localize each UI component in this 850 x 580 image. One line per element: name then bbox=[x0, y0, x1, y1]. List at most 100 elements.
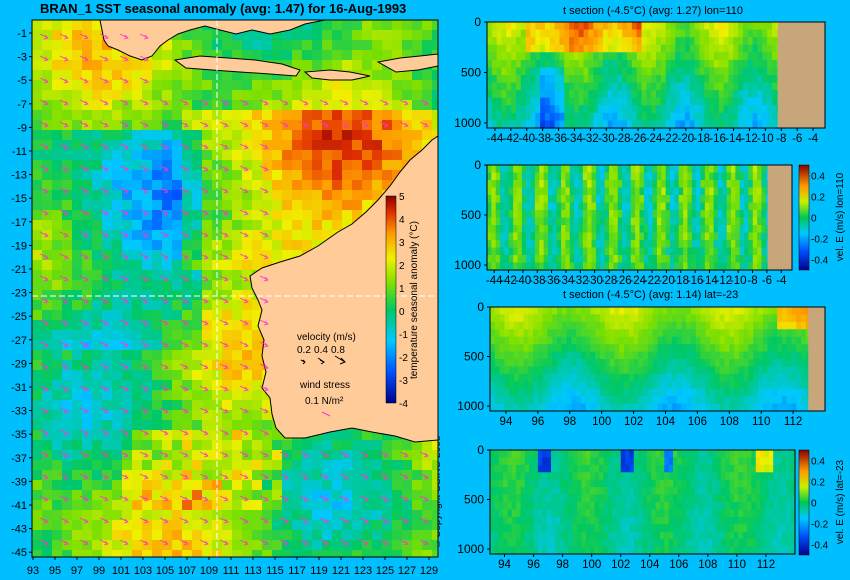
map-lat-tick: -5 bbox=[17, 75, 27, 87]
vel-colorbar-tick: 0 bbox=[811, 214, 817, 225]
depth-tick: 500 bbox=[461, 65, 481, 79]
sst-map-panel: -1-3-5-7-9-11-13-15-17-19-21-23-25-27-29… bbox=[11, 19, 439, 577]
lesser-sunda-land bbox=[303, 69, 371, 81]
section-x-tick: -4 bbox=[776, 275, 787, 287]
velocity-scale-0.4: 0.4 bbox=[314, 345, 328, 356]
vel-e-lat-colorbar-ticks: 0.4 0.2 0 -0.2 -0.4 bbox=[811, 457, 829, 552]
section-x-tick: -34 bbox=[558, 275, 575, 287]
section-x-tick: -26 bbox=[615, 275, 632, 287]
vel-colorbar-tick: 0.2 bbox=[811, 193, 825, 204]
section-x-tick: 112 bbox=[757, 559, 775, 571]
map-lon-tick: 105 bbox=[156, 565, 174, 577]
section-x-tick: -30 bbox=[598, 133, 615, 145]
temperature-colorbar-tick: 0 bbox=[399, 307, 405, 318]
section-x-tick: -24 bbox=[629, 275, 646, 287]
map-lon-tick: 97 bbox=[71, 565, 83, 577]
panel-title-t-section-lat: t section (-4.5°C) (avg: 1.14) lat=-23 bbox=[563, 289, 739, 301]
section-x-tick: -32 bbox=[572, 275, 589, 287]
temperature-colorbar-tick: 1 bbox=[399, 284, 405, 295]
map-lat-tick: -41 bbox=[11, 500, 27, 512]
depth-tick: 500 bbox=[464, 493, 484, 507]
section-x-tick: 100 bbox=[592, 416, 611, 428]
map-lat-tick: -29 bbox=[11, 358, 27, 370]
velocity-legend-title: velocity (m/s) bbox=[297, 332, 356, 343]
seafloor-mask bbox=[808, 307, 825, 411]
depth-tick: 0 bbox=[474, 15, 481, 29]
map-lon-tick: 127 bbox=[398, 565, 416, 577]
depth-tick: 1000 bbox=[454, 116, 481, 130]
map-lat-tick: -39 bbox=[11, 476, 27, 488]
vel-colorbar-tick: -0.4 bbox=[811, 541, 829, 552]
section-x-tick: -40 bbox=[515, 275, 532, 287]
section-x-tick: 112 bbox=[784, 416, 802, 428]
temperature-colorbar-label: temperature seasonal anomaly (°C) bbox=[409, 221, 420, 379]
section-x-tick: 106 bbox=[669, 559, 688, 571]
map-lon-tick: 129 bbox=[420, 565, 438, 577]
velocity-legend-arrows bbox=[300, 355, 346, 365]
section-x-tick: 102 bbox=[611, 559, 630, 571]
section-x-tick: -44 bbox=[486, 275, 503, 287]
vel-e-lat-panel: 0 500 1000 94 96 98 100 102 104 106 108 110 112 bbox=[457, 443, 796, 571]
map-lat-tick: -11 bbox=[12, 146, 27, 158]
section-x-tick: -4 bbox=[808, 133, 819, 145]
wind-stress-legend-title: wind stress bbox=[299, 380, 350, 391]
vel-colorbar-tick: -0.2 bbox=[811, 520, 829, 531]
map-lat-tick: -37 bbox=[11, 453, 27, 465]
vel-colorbar-tick: 0.4 bbox=[811, 457, 825, 468]
map-lon-tick: 113 bbox=[244, 565, 262, 577]
map-lat-tick: -43 bbox=[11, 524, 27, 536]
vel-colorbar-tick: 0.4 bbox=[811, 172, 825, 183]
section-x-tick: -6 bbox=[762, 275, 772, 287]
section-x-tick: -40 bbox=[518, 133, 535, 145]
wind-vector-arrows bbox=[39, 33, 429, 546]
section-x-tick: -10 bbox=[730, 275, 747, 287]
section-x-tick: 94 bbox=[500, 416, 513, 428]
map-lat-tick: -23 bbox=[11, 288, 27, 300]
temperature-colorbar-tick: -1 bbox=[399, 330, 408, 341]
section-x-tick: -18 bbox=[693, 133, 710, 145]
map-lon-tick: 101 bbox=[112, 565, 130, 577]
section-x-tick: -20 bbox=[678, 133, 695, 145]
section-x-tick: -16 bbox=[687, 275, 704, 287]
depth-tick: 0 bbox=[474, 158, 481, 172]
map-lat-tick: -1 bbox=[17, 28, 27, 40]
section-x-tick: -12 bbox=[741, 133, 758, 145]
indonesia-land bbox=[99, 20, 326, 61]
map-lon-tick: 95 bbox=[49, 565, 61, 577]
map-lon-tick: 123 bbox=[354, 565, 372, 577]
section-x-tick: -22 bbox=[662, 133, 679, 145]
temperature-colorbar-tick: -4 bbox=[399, 399, 408, 410]
section-x-tick: 98 bbox=[563, 416, 576, 428]
section-x-tick: 96 bbox=[527, 559, 540, 571]
map-lon-tick: 121 bbox=[332, 565, 350, 577]
map-lon-tick-labels: 93 95 97 99 101 103 105 107 109 111 113 115 117 119 12… bbox=[27, 557, 438, 577]
vel-colorbar-tick: 0 bbox=[811, 499, 817, 510]
vel-colorbar-tick: 0.2 bbox=[811, 478, 825, 489]
section-x-tick: -30 bbox=[586, 275, 603, 287]
seafloor-mask bbox=[767, 165, 792, 270]
vel-e-lon-colorbar-ticks: 0.4 0.2 0 -0.2 -0.4 bbox=[811, 172, 829, 267]
map-lat-tick: -7 bbox=[17, 99, 27, 111]
section-x-tick: -42 bbox=[503, 133, 520, 145]
section-x-tick: 96 bbox=[531, 416, 544, 428]
section-x-tick: -22 bbox=[644, 275, 661, 287]
section-x-tick: -28 bbox=[614, 133, 631, 145]
map-lat-tick: -17 bbox=[11, 217, 27, 229]
map-lat-tick: -19 bbox=[11, 240, 27, 252]
section-x-tick: -34 bbox=[566, 133, 583, 145]
velocity-scale-0.8: 0.8 bbox=[331, 345, 345, 356]
section-x-tick: -12 bbox=[716, 275, 733, 287]
map-lon-tick: 99 bbox=[93, 565, 105, 577]
java-land bbox=[173, 55, 301, 77]
temperature-colorbar-tick: 5 bbox=[399, 192, 405, 203]
timor-land bbox=[376, 53, 438, 73]
section-x-tick: -14 bbox=[701, 275, 718, 287]
map-lon-tick: 111 bbox=[223, 565, 240, 577]
section-x-tick: 106 bbox=[688, 416, 707, 428]
temperature-colorbar-tick: 3 bbox=[399, 238, 405, 249]
wind-stress-legend-value: 0.1 N/m² bbox=[305, 396, 344, 407]
section-x-tick: -36 bbox=[550, 133, 567, 145]
map-lat-tick: -25 bbox=[11, 311, 27, 323]
